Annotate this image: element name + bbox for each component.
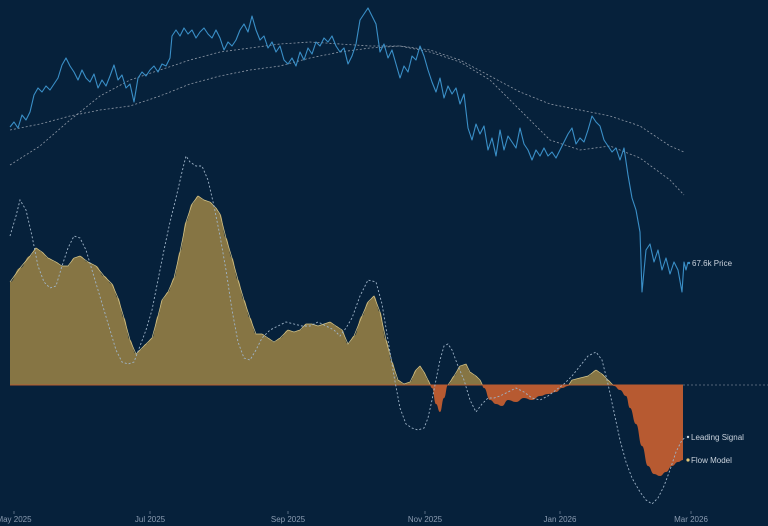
leading-signal-label: Leading Signal bbox=[691, 433, 744, 442]
x-tick: Jan 2026 bbox=[544, 511, 577, 524]
x-tick-label: Mar 2026 bbox=[674, 515, 708, 524]
x-tick: Mar 2026 bbox=[674, 511, 708, 524]
price-label: 67.6k Price bbox=[692, 259, 733, 268]
x-tick-label: May 2025 bbox=[0, 515, 32, 524]
moving-average-long-line bbox=[9, 45, 685, 153]
oscillator-panel bbox=[9, 154, 768, 505]
x-tick-label: Jan 2026 bbox=[544, 515, 577, 524]
x-tick: Nov 2025 bbox=[408, 511, 443, 524]
flow-model-marker-dot bbox=[686, 458, 690, 462]
x-tick: May 2025 bbox=[0, 511, 32, 524]
x-tick-label: Sep 2025 bbox=[271, 515, 306, 524]
flow-model-legend: Flow Model bbox=[686, 456, 732, 465]
price-end-label: 67.6k Price bbox=[687, 259, 733, 268]
x-tick: Jul 2025 bbox=[135, 511, 166, 524]
x-tick-label: Nov 2025 bbox=[408, 515, 443, 524]
moving-average-short-line bbox=[9, 41, 685, 196]
flow-model-positive-area bbox=[10, 196, 683, 385]
flow-model-label: Flow Model bbox=[691, 456, 732, 465]
x-tick-label: Jul 2025 bbox=[135, 515, 166, 524]
x-tick: Sep 2025 bbox=[271, 511, 306, 524]
price-marker-dot bbox=[687, 261, 691, 265]
leading-signal-legend: Leading Signal bbox=[686, 433, 744, 442]
x-axis: May 2025 Jul 2025 Sep 2025 Nov 2025 Jan … bbox=[0, 511, 708, 524]
price-line bbox=[9, 7, 689, 293]
price-panel bbox=[9, 7, 689, 293]
leading-signal-marker-dot bbox=[686, 435, 690, 439]
